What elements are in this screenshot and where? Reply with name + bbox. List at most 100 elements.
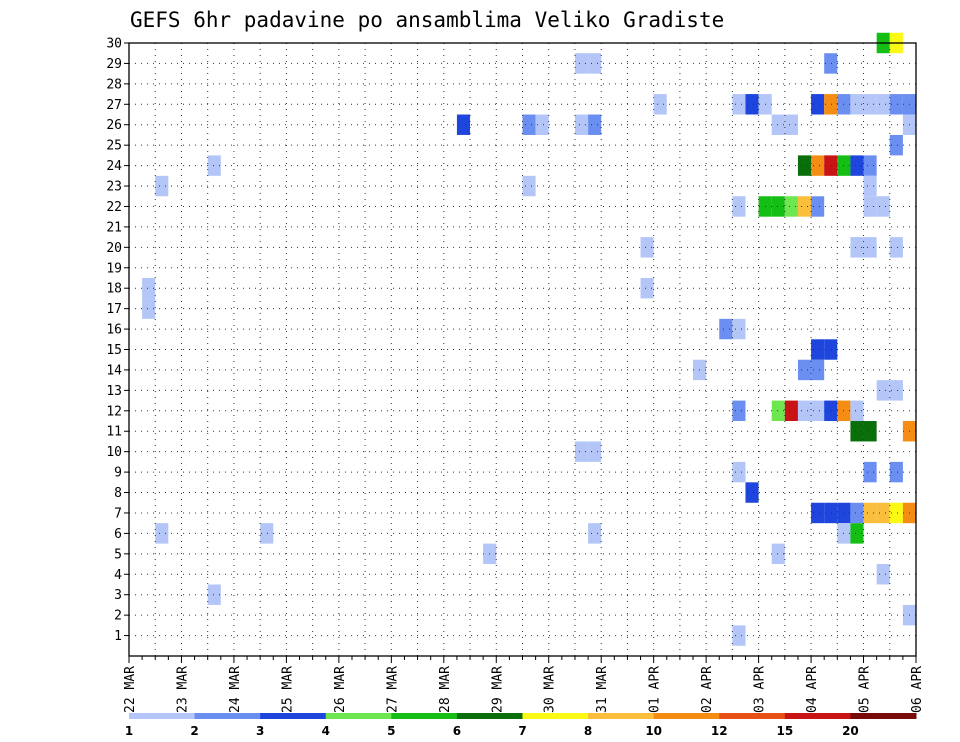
heatmap-cell bbox=[811, 94, 825, 115]
heatmap-cell bbox=[260, 523, 274, 544]
colorbar-swatch bbox=[653, 713, 720, 719]
heatmap-cells bbox=[142, 32, 916, 646]
y-tick-label: 30 bbox=[106, 37, 122, 52]
colorbar-swatch bbox=[129, 713, 196, 719]
heatmap-cell bbox=[574, 441, 589, 462]
y-axis: 1234567891011121314151617181920212223242… bbox=[106, 37, 129, 644]
heatmap-cell bbox=[863, 196, 877, 217]
heatmap-cell bbox=[522, 114, 536, 135]
heatmap-cell bbox=[824, 502, 838, 524]
heatmap-cell bbox=[588, 441, 602, 462]
heatmap-cell bbox=[889, 502, 903, 524]
heatmap-cell bbox=[745, 94, 759, 115]
heatmap-cell bbox=[850, 502, 864, 524]
colorbar-swatch bbox=[850, 713, 917, 719]
heatmap-cell bbox=[850, 421, 864, 442]
y-tick-label: 20 bbox=[106, 241, 122, 256]
x-tick-label: 23 MAR bbox=[176, 666, 191, 713]
colorbar-tick-label: 4 bbox=[322, 724, 330, 738]
colorbar-tick-label: 2 bbox=[190, 724, 198, 738]
y-tick-label: 17 bbox=[106, 302, 122, 317]
heatmap-cell bbox=[456, 114, 471, 135]
y-tick-label: 7 bbox=[114, 506, 122, 521]
y-tick-label: 21 bbox=[106, 220, 122, 235]
heatmap-cell bbox=[797, 400, 812, 422]
heatmap-cell bbox=[889, 94, 903, 115]
heatmap-cell bbox=[863, 461, 877, 483]
colorbar-swatch bbox=[522, 713, 589, 719]
heatmap-cell bbox=[640, 237, 654, 258]
heatmap-cell bbox=[771, 196, 785, 217]
colorbar-tick-label: 3 bbox=[256, 724, 264, 738]
colorbar-tick-label: 20 bbox=[842, 724, 859, 738]
x-tick-label: 28 MAR bbox=[438, 666, 453, 713]
heatmap-cell bbox=[824, 339, 838, 360]
heatmap-cell bbox=[588, 523, 602, 544]
colorbar-tick-label: 15 bbox=[776, 724, 793, 738]
x-tick-label: 02 APR bbox=[700, 666, 715, 713]
x-tick-label: 22 MAR bbox=[123, 666, 138, 713]
x-tick-label: 04 APR bbox=[805, 666, 820, 713]
heatmap-cell bbox=[863, 155, 877, 176]
colorbar: 1 2 3 4 5 6 7 8 10 12 15 20 bbox=[125, 713, 917, 738]
chart-title: GEFS 6hr padavine po ansamblima Veliko G… bbox=[130, 8, 724, 32]
x-tick-label: 30 MAR bbox=[543, 666, 558, 713]
y-tick-label: 5 bbox=[114, 547, 122, 562]
heatmap-cell bbox=[863, 421, 877, 442]
heatmap-cell bbox=[850, 523, 864, 544]
heatmap-cell bbox=[889, 461, 903, 483]
heatmap-cell bbox=[771, 114, 785, 135]
heatmap-cell bbox=[732, 400, 746, 422]
x-tick-label: 25 MAR bbox=[280, 666, 295, 713]
heatmap-cell bbox=[876, 94, 890, 115]
heatmap-cell bbox=[719, 318, 733, 340]
y-tick-label: 8 bbox=[114, 486, 122, 501]
x-tick-label: 26 MAR bbox=[333, 666, 348, 713]
heatmap-cell bbox=[745, 482, 759, 503]
heatmap-cell bbox=[207, 584, 221, 605]
heatmap-cell bbox=[784, 400, 798, 422]
heatmap-cell bbox=[811, 359, 825, 381]
colorbar-tick-label: 5 bbox=[387, 724, 395, 738]
y-tick-label: 23 bbox=[106, 180, 122, 195]
x-tick-label: 05 APR bbox=[858, 666, 873, 713]
heatmap-cell bbox=[732, 625, 746, 646]
heatmap-cell bbox=[142, 277, 156, 299]
y-tick-label: 29 bbox=[106, 57, 122, 72]
colorbar-swatch bbox=[194, 713, 261, 719]
heatmap-cell bbox=[535, 114, 549, 135]
heatmap-cell bbox=[889, 134, 903, 156]
colorbar-tick-label: 10 bbox=[645, 724, 662, 738]
heatmap-cell bbox=[889, 380, 903, 401]
colorbar-tick-label: 7 bbox=[518, 724, 526, 738]
heatmap-cell bbox=[876, 196, 890, 217]
y-tick-label: 4 bbox=[114, 568, 122, 583]
heatmap-cell bbox=[207, 155, 221, 176]
heatmap-cell bbox=[863, 502, 877, 524]
y-tick-label: 15 bbox=[106, 343, 122, 358]
x-tick-label: 31 MAR bbox=[595, 666, 610, 713]
y-tick-label: 22 bbox=[106, 200, 122, 215]
heatmap-cell bbox=[824, 94, 838, 115]
colorbar-swatch bbox=[391, 713, 458, 719]
y-tick-label: 27 bbox=[106, 98, 122, 113]
x-tick-label: 27 MAR bbox=[385, 666, 400, 713]
x-tick-label: 29 MAR bbox=[490, 666, 505, 713]
y-tick-label: 26 bbox=[106, 118, 122, 133]
heatmap-cell bbox=[876, 380, 890, 401]
heatmap-cell bbox=[574, 53, 589, 74]
y-tick-label: 16 bbox=[106, 323, 122, 338]
heatmap-cell bbox=[640, 277, 654, 299]
heatmap-cell bbox=[771, 543, 785, 565]
colorbar-tick-label: 12 bbox=[711, 724, 728, 738]
x-tick-label: 03 APR bbox=[753, 666, 768, 713]
y-tick-label: 18 bbox=[106, 282, 122, 297]
heatmap-cell bbox=[850, 400, 864, 422]
heatmap-cell bbox=[850, 94, 864, 115]
colorbar-swatch bbox=[588, 713, 655, 719]
x-tick-label: 01 APR bbox=[648, 666, 663, 713]
heatmap-cell bbox=[889, 237, 903, 258]
heatmap-cell bbox=[732, 196, 746, 217]
colorbar-swatch bbox=[784, 713, 851, 719]
